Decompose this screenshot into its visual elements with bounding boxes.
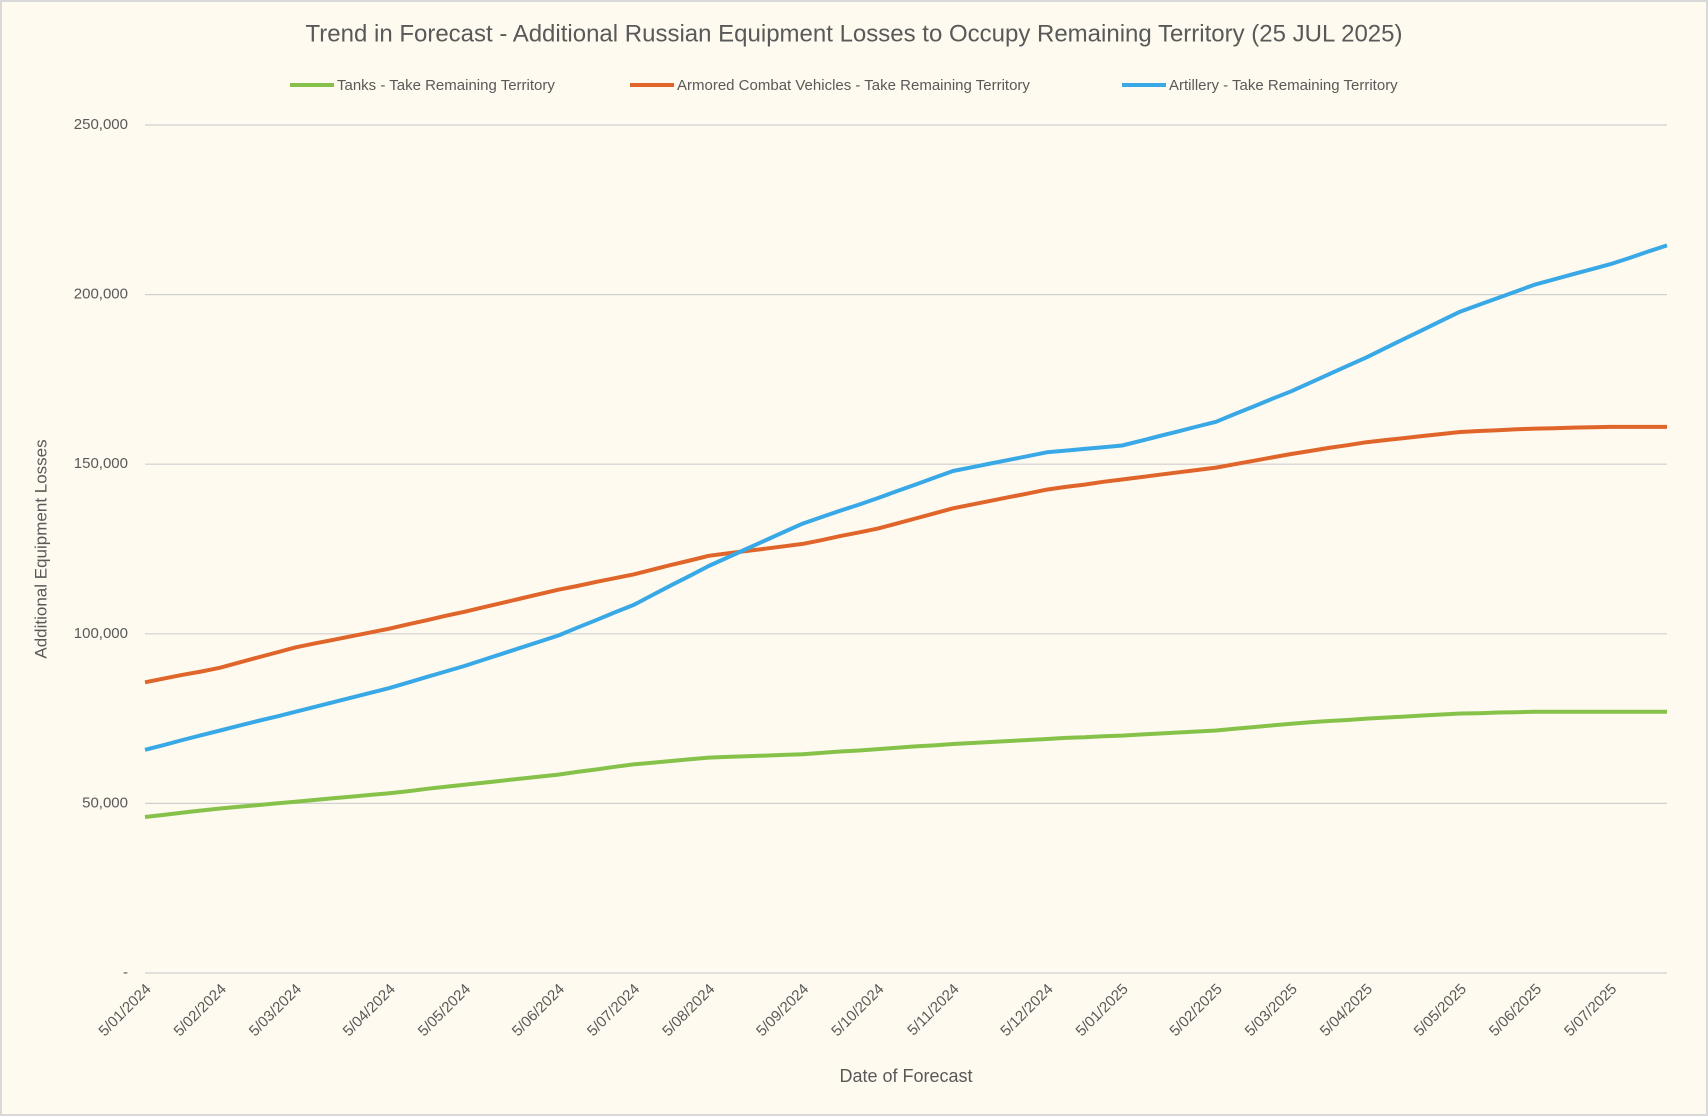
y-tick-label: 200,000 [74,286,128,303]
y-tick-label: - [123,964,128,981]
legend-label: Armored Combat Vehicles - Take Remaining… [677,77,1030,94]
y-axis-title: Additional Equipment Losses [31,439,50,658]
series-line [144,709,1667,819]
y-tick-label: 250,000 [74,116,128,133]
legend-label: Tanks - Take Remaining Territory [337,77,555,94]
y-tick-label: 100,000 [74,625,128,642]
series-line [144,424,1667,685]
y-tick-label: 50,000 [82,794,128,811]
y-tick-label: 150,000 [74,455,128,472]
legend-label: Artillery - Take Remaining Territory [1169,77,1398,94]
series-line [144,243,1668,752]
chart-title: Trend in Forecast - Additional Russian E… [306,20,1403,47]
x-axis-title: Date of Forecast [839,1066,972,1086]
